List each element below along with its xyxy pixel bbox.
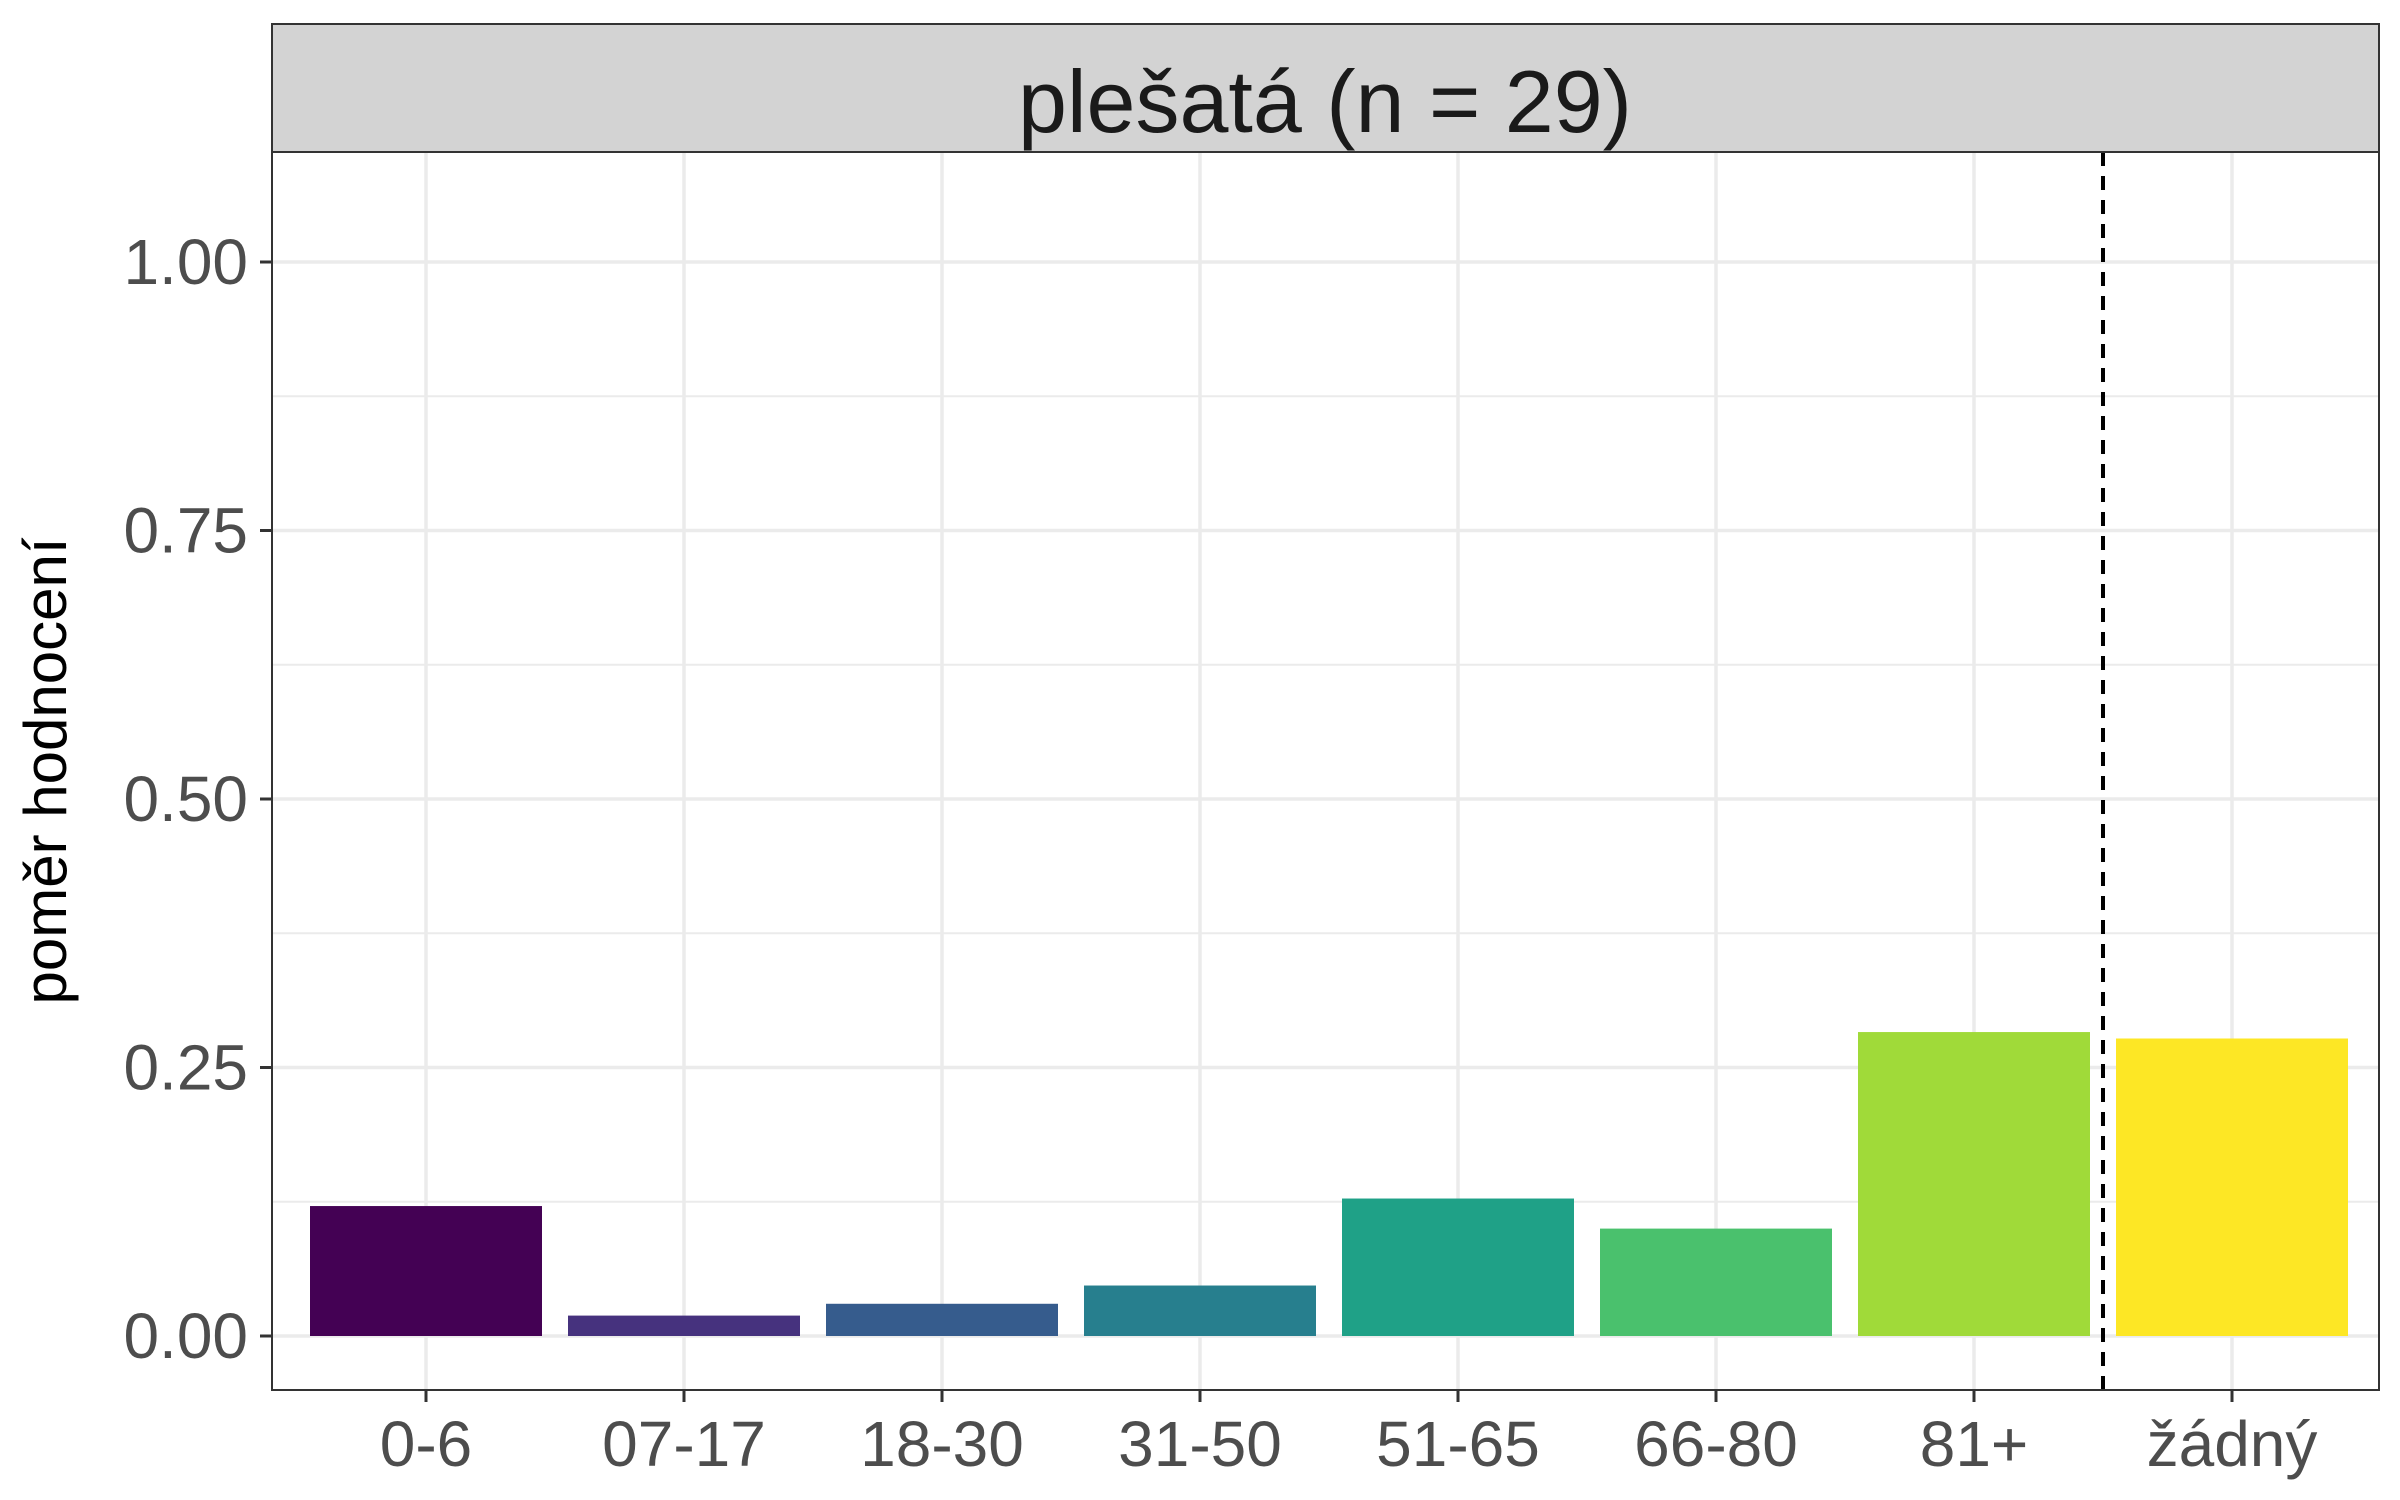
bars xyxy=(310,1032,2348,1336)
y-tick-label: 0.25 xyxy=(123,1032,248,1104)
facet-strip xyxy=(271,23,2380,153)
bar-07-17 xyxy=(568,1315,800,1336)
facet-title: plešatá (n = 29) xyxy=(1018,52,1632,151)
x-tick-label: 66-80 xyxy=(1634,1408,1798,1480)
y-axis: 0.00 0.25 0.50 0.75 1.00 xyxy=(123,226,272,1372)
x-tick-label: 18-30 xyxy=(860,1408,1024,1480)
y-tick-label: 1.00 xyxy=(123,226,248,298)
bar-51-65 xyxy=(1342,1198,1574,1336)
x-axis: 0-6 07-17 18-30 31-50 51-65 66-80 81+ žádný xyxy=(380,1390,2318,1480)
bar-31-50 xyxy=(1084,1285,1316,1336)
y-tick-label: 0.75 xyxy=(123,495,248,567)
x-tick-label: 0-6 xyxy=(380,1408,473,1480)
x-tick-label: 31-50 xyxy=(1118,1408,1282,1480)
x-tick-label: žádný xyxy=(2147,1408,2318,1480)
x-tick-label: 81+ xyxy=(1920,1408,2029,1480)
y-tick-label: 0.00 xyxy=(123,1300,248,1372)
bar-81+ xyxy=(1858,1032,2090,1336)
grid-lines xyxy=(272,152,2379,1390)
bar-66-80 xyxy=(1600,1228,1832,1336)
bar-0-6 xyxy=(310,1206,542,1336)
y-axis-title: poměr hodnocení xyxy=(12,537,79,1004)
y-tick-label: 0.50 xyxy=(123,763,248,835)
bar-18-30 xyxy=(826,1303,1058,1336)
x-tick-label: 07-17 xyxy=(602,1408,766,1480)
x-tick-label: 51-65 xyxy=(1376,1408,1540,1480)
bar-žádný xyxy=(2116,1038,2348,1336)
